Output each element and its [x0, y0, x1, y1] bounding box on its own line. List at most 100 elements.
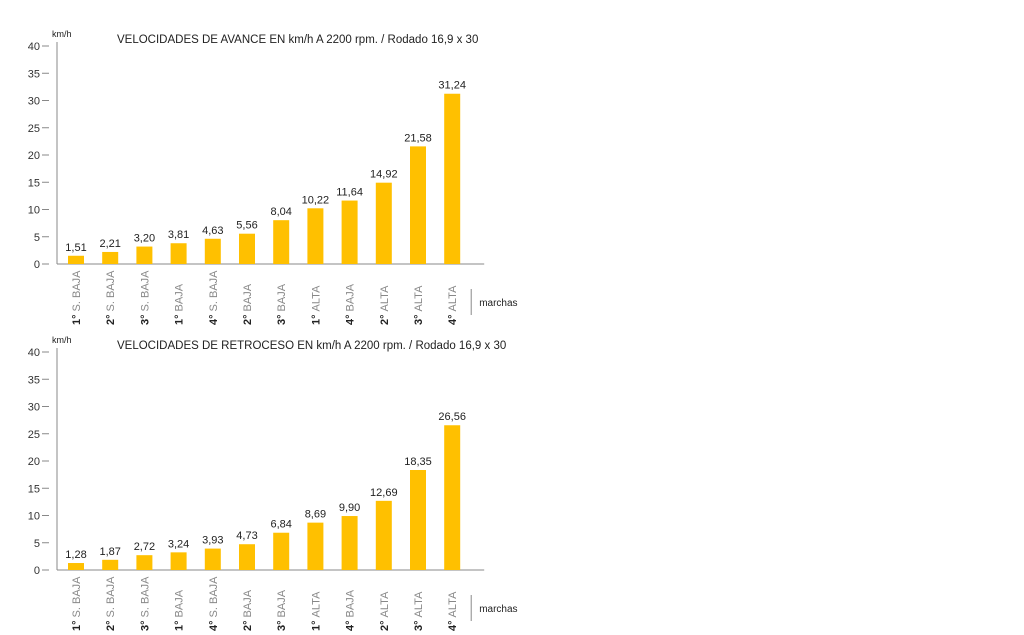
y-tick-label: 35 — [28, 68, 40, 80]
y-tick-label: 25 — [28, 123, 40, 135]
x-tick-label: 1° BAJA — [174, 589, 186, 631]
x-tick-label: 1° S. BAJA — [71, 576, 83, 631]
x-tick-gear-number: 1° — [310, 620, 322, 631]
bar — [136, 246, 153, 264]
value-label: 1,87 — [99, 546, 120, 558]
x-tick-label: 1° ALTA — [310, 591, 322, 631]
value-label: 5,56 — [236, 220, 257, 232]
x-tick-label: 3° ALTA — [413, 285, 425, 325]
x-tick-gear-number: 3° — [413, 620, 425, 631]
x-tick-gear-number: 4° — [345, 620, 357, 631]
bar — [273, 220, 290, 264]
x-tick-gear-name: S. BAJA — [71, 270, 83, 312]
y-tick-label: 30 — [28, 402, 40, 414]
y-tick-label: 0 — [34, 565, 40, 577]
y-tick-label: 10 — [28, 511, 40, 523]
reverse-speed-chart: VELOCIDADES DE RETROCESO EN km/h A 2200 … — [28, 335, 518, 631]
bar — [375, 182, 392, 264]
value-label: 6,84 — [270, 519, 291, 531]
value-label: 3,93 — [202, 535, 223, 547]
y-tick-label: 5 — [34, 232, 40, 244]
value-label: 4,63 — [202, 225, 223, 237]
x-tick-gear-name: ALTA — [310, 285, 322, 312]
x-tick-label: 3° S. BAJA — [139, 576, 151, 631]
x-tick-label: 1° S. BAJA — [71, 270, 83, 325]
y-tick-label: 15 — [28, 177, 40, 189]
x-tick-gear-name: ALTA — [447, 285, 459, 312]
x-tick-gear-number: 4° — [208, 620, 220, 631]
x-tick-gear-number: 1° — [71, 620, 83, 631]
bar — [239, 544, 255, 570]
value-label: 18,35 — [404, 456, 432, 468]
value-label: 21,58 — [404, 132, 432, 144]
x-tick-label: 3° BAJA — [276, 589, 288, 631]
x-tick-gear-number: 2° — [379, 620, 391, 631]
chart-title: VELOCIDADES DE AVANCE EN km/h A 2200 rpm… — [117, 34, 478, 46]
value-label: 3,20 — [134, 233, 155, 245]
x-tick-label: 1° BAJA — [174, 283, 186, 325]
x-tick-gear-number: 2° — [242, 620, 254, 631]
x-tick-gear-name: BAJA — [276, 283, 288, 311]
x-tick-gear-number: 1° — [310, 314, 322, 325]
x-tick-label: 4° S. BAJA — [208, 576, 220, 631]
x-tick-label: 3° ALTA — [413, 591, 425, 631]
x-tick-gear-number: 3° — [139, 620, 151, 631]
x-tick-label: 2° BAJA — [242, 589, 254, 631]
bar — [273, 532, 290, 570]
y-axis-label: km/h — [52, 29, 72, 39]
x-tick-gear-name: BAJA — [242, 283, 254, 311]
x-tick-gear-name: S. BAJA — [71, 576, 83, 618]
x-tick-label: 2° S. BAJA — [105, 270, 117, 325]
x-tick-label: 3° S. BAJA — [139, 270, 151, 325]
x-tick-label: 1° ALTA — [310, 285, 322, 325]
y-tick-label: 5 — [34, 538, 40, 550]
x-tick-gear-name: BAJA — [242, 589, 254, 617]
bar — [307, 522, 324, 570]
x-tick-gear-number: 1° — [174, 620, 186, 631]
x-tick-gear-name: BAJA — [345, 283, 357, 311]
x-tick-gear-name: S. BAJA — [208, 270, 220, 312]
x-tick-gear-name: ALTA — [379, 285, 391, 312]
x-tick-gear-number: 2° — [379, 314, 391, 325]
y-tick-label: 40 — [28, 347, 40, 359]
forward-speed-chart: VELOCIDADES DE AVANCE EN km/h A 2200 rpm… — [28, 29, 518, 325]
y-axis-label: km/h — [52, 335, 72, 345]
x-tick-gear-name: S. BAJA — [105, 270, 117, 312]
bar — [410, 146, 426, 264]
y-tick-label: 25 — [28, 429, 40, 441]
x-tick-label: 2° BAJA — [242, 283, 254, 325]
x-tick-gear-name: ALTA — [310, 591, 322, 618]
bar — [68, 563, 84, 570]
value-label: 31,24 — [438, 80, 466, 92]
x-tick-gear-name: S. BAJA — [105, 576, 117, 618]
bar — [444, 93, 461, 264]
y-tick-label: 20 — [28, 456, 40, 468]
x-tick-label: 2° ALTA — [379, 591, 391, 631]
value-label: 3,24 — [168, 538, 189, 550]
value-label: 12,69 — [370, 487, 398, 499]
value-label: 2,21 — [99, 238, 120, 250]
x-tick-label: 4° BAJA — [345, 589, 357, 631]
x-tick-gear-name: S. BAJA — [208, 576, 220, 618]
x-tick-label: 3° BAJA — [276, 283, 288, 325]
x-tick-label: 2° S. BAJA — [105, 576, 117, 631]
value-label: 26,56 — [438, 411, 466, 423]
y-tick-label: 20 — [28, 150, 40, 162]
x-tick-gear-number: 3° — [139, 314, 151, 325]
value-label: 1,51 — [65, 242, 86, 254]
x-tick-gear-name: S. BAJA — [139, 576, 151, 618]
x-tick-gear-number: 2° — [105, 620, 117, 631]
value-label: 4,73 — [236, 530, 257, 542]
x-tick-gear-number: 4° — [345, 314, 357, 325]
x-tick-label: 4° ALTA — [447, 591, 459, 631]
bar — [170, 243, 187, 264]
x-tick-gear-name: BAJA — [174, 589, 186, 617]
x-tick-label: 4° BAJA — [345, 283, 357, 325]
x-tick-gear-number: 4° — [447, 314, 459, 325]
x-tick-gear-name: BAJA — [345, 589, 357, 617]
bar — [204, 548, 221, 570]
value-label: 14,92 — [370, 169, 398, 181]
y-tick-label: 30 — [28, 96, 40, 108]
x-tick-gear-number: 2° — [105, 314, 117, 325]
